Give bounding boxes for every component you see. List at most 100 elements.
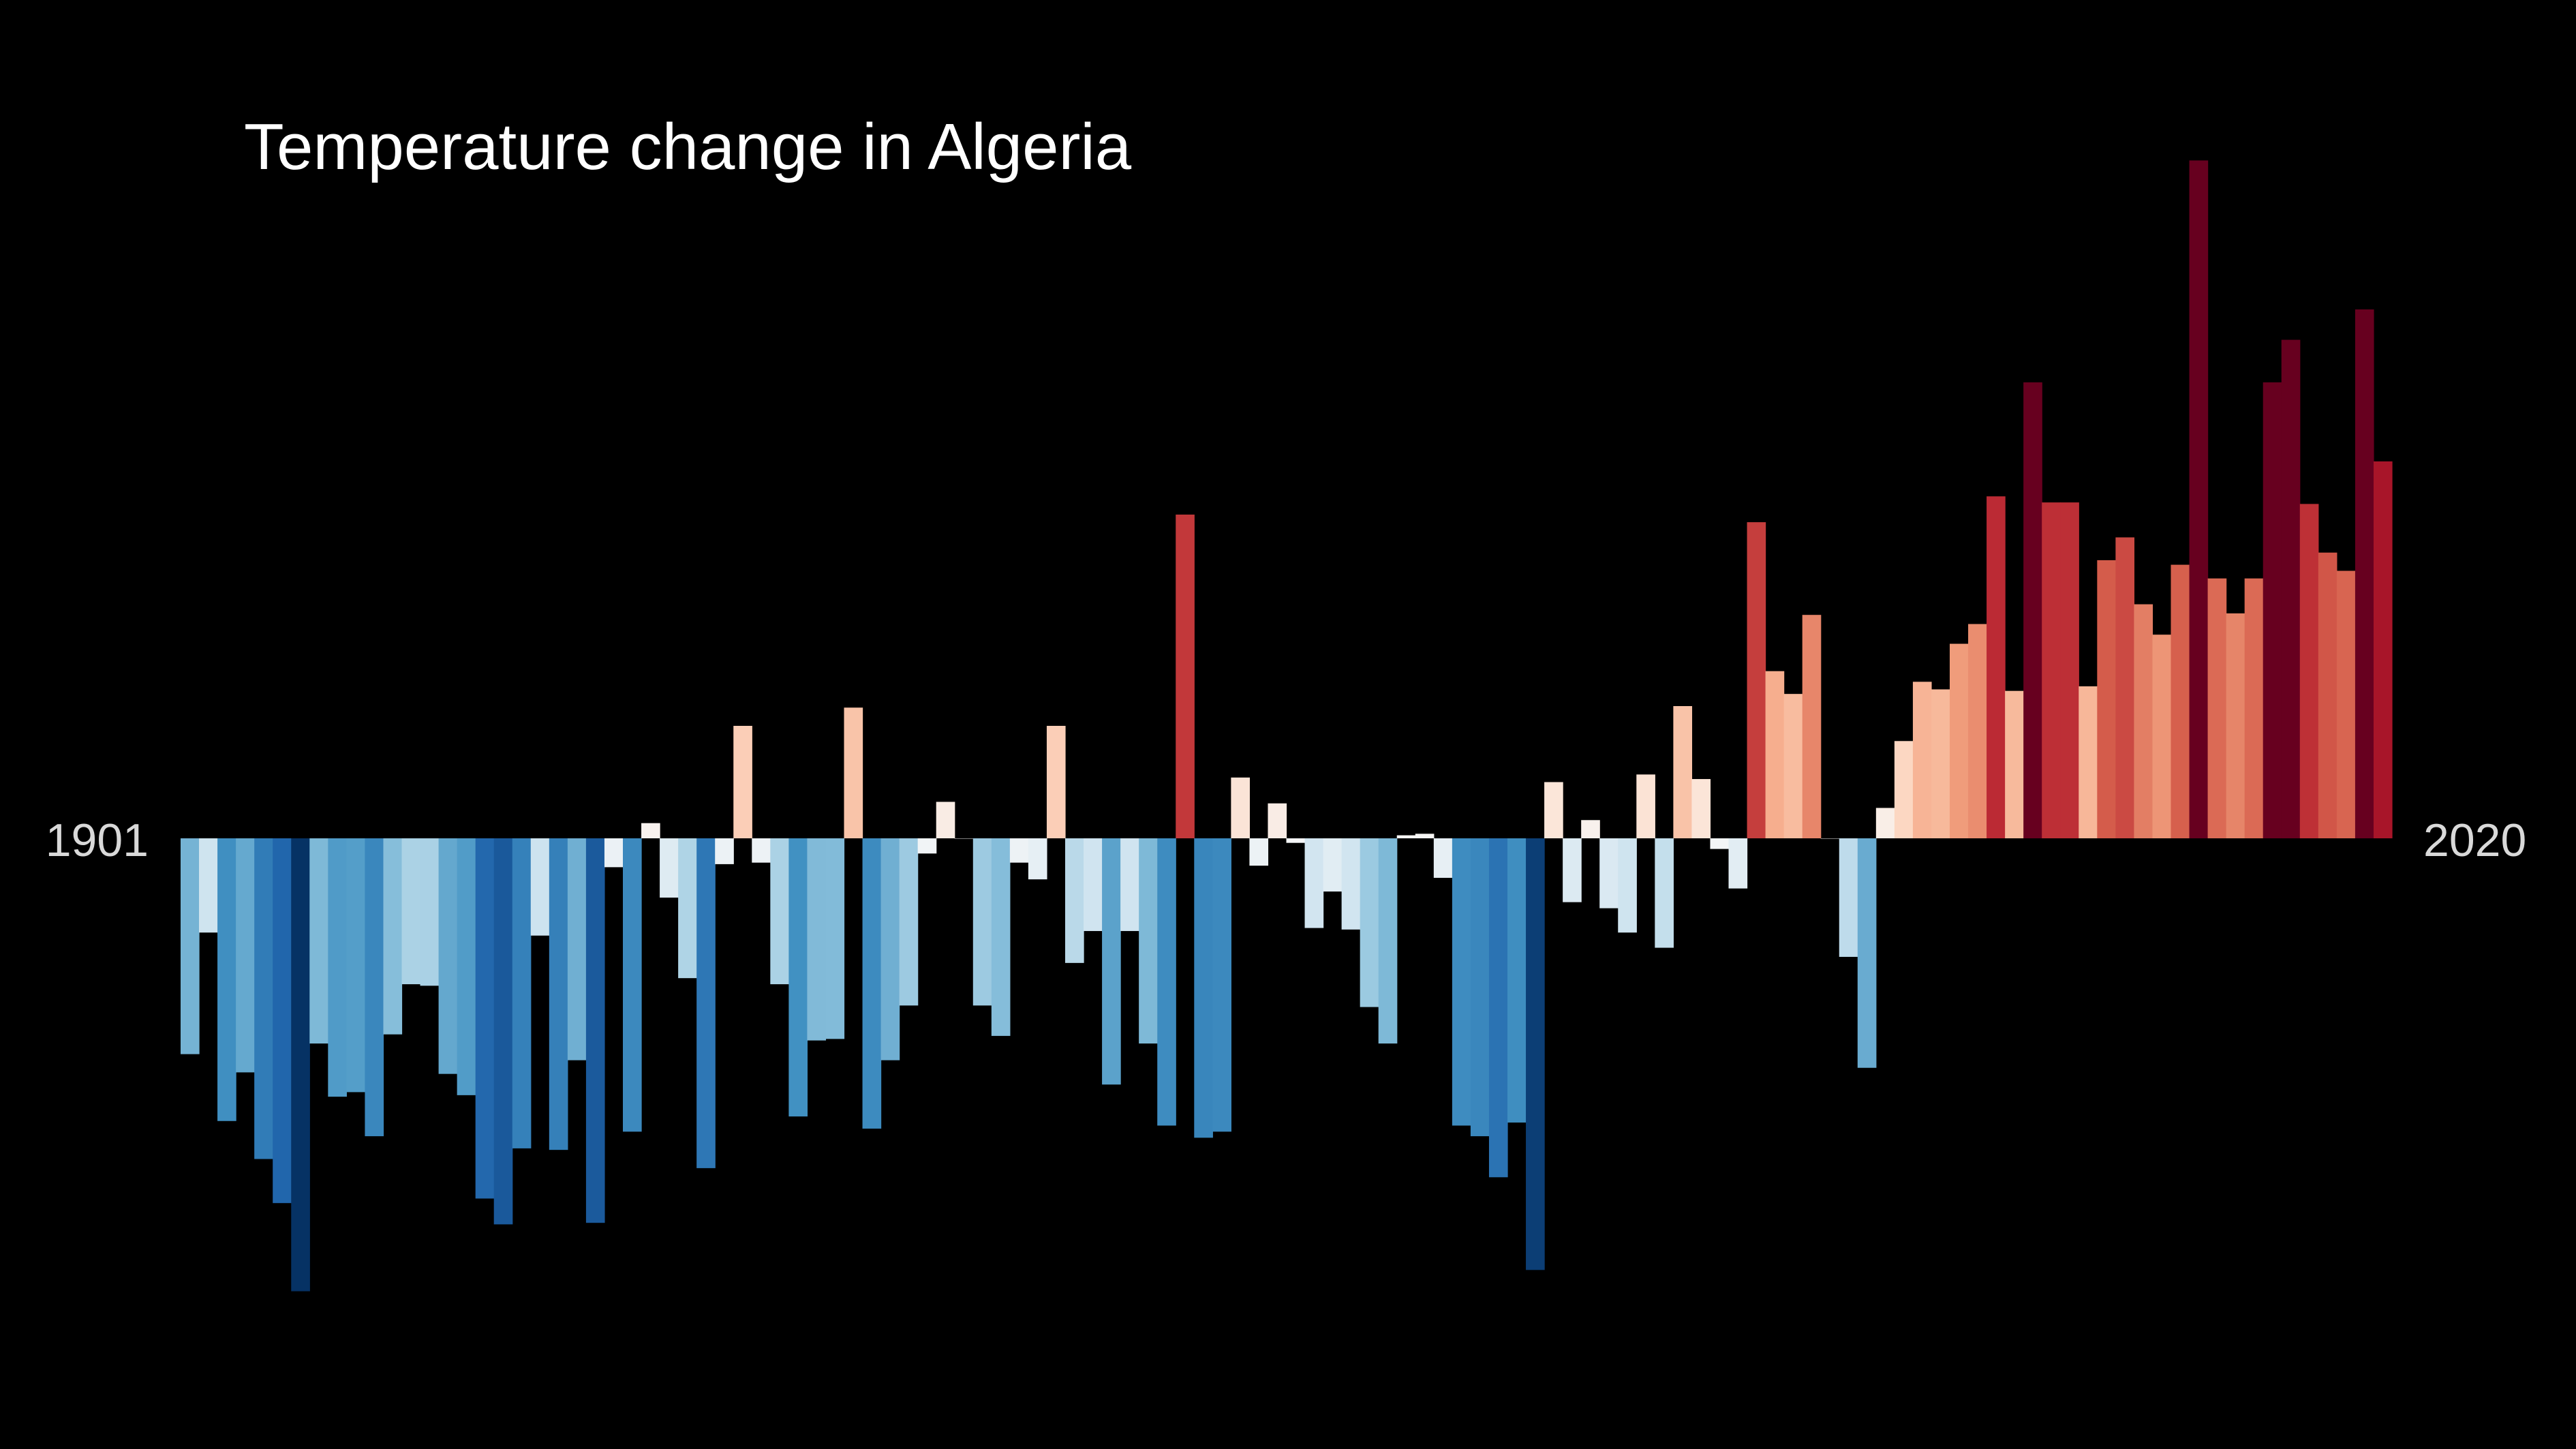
bar-1962 — [1304, 838, 1324, 928]
bar-1924 — [604, 838, 624, 868]
bar-1905 — [254, 838, 273, 1159]
bar-1992 — [1857, 838, 1877, 1068]
bar-1915 — [438, 838, 458, 1074]
bar-1984 — [1710, 838, 1730, 849]
bar-1970 — [1452, 838, 1471, 1126]
bar-1987 — [1765, 671, 1785, 838]
bar-1949 — [1065, 838, 1084, 963]
bar-2000 — [2005, 690, 2024, 838]
bar-1956 — [1194, 838, 1213, 1138]
bar-1968 — [1415, 834, 1435, 838]
bar-1927 — [660, 838, 679, 898]
bars-group — [181, 160, 2393, 1292]
bar-2015 — [2281, 339, 2301, 838]
bar-2008 — [2152, 635, 2172, 838]
bar-2017 — [2318, 552, 2337, 838]
bar-1967 — [1396, 835, 1416, 838]
bar-2004 — [2079, 686, 2098, 838]
bar-1931 — [733, 725, 752, 838]
bar-1978 — [1599, 838, 1619, 909]
bar-1974 — [1526, 838, 1545, 1270]
bar-1910 — [346, 838, 366, 1093]
bar-2005 — [2097, 560, 2116, 838]
bar-1923 — [585, 838, 605, 1223]
bar-1918 — [493, 838, 513, 1225]
bar-1925 — [623, 838, 642, 1132]
bar-2011 — [2207, 578, 2227, 838]
bar-1920 — [530, 838, 550, 936]
bar-2016 — [2299, 504, 2319, 838]
bar-1908 — [309, 838, 328, 1044]
bar-1948 — [1046, 725, 1066, 838]
bar-1945 — [991, 838, 1011, 1036]
bar-1901 — [181, 838, 200, 1054]
bar-1922 — [567, 838, 587, 1061]
bar-1911 — [365, 838, 384, 1137]
bar-1996 — [1931, 689, 1950, 838]
bar-1904 — [236, 838, 255, 1073]
bar-2018 — [2336, 570, 2356, 838]
bar-1969 — [1433, 838, 1453, 878]
bar-1997 — [1950, 643, 1969, 838]
bar-1934 — [788, 838, 808, 1117]
bar-1957 — [1212, 838, 1231, 1132]
bar-1903 — [217, 838, 236, 1121]
bar-1946 — [1009, 838, 1029, 863]
bar-1917 — [475, 838, 495, 1199]
bar-1936 — [825, 838, 845, 1039]
bar-1998 — [1968, 624, 1987, 838]
bar-1991 — [1839, 838, 1858, 957]
bar-1919 — [512, 838, 532, 1148]
bar-1989 — [1802, 615, 1822, 838]
start-year-label: 1901 — [46, 814, 149, 866]
bar-1944 — [972, 838, 992, 1006]
bar-1966 — [1378, 838, 1398, 1044]
bar-1972 — [1488, 838, 1508, 1178]
bar-1902 — [199, 838, 218, 933]
bar-1971 — [1470, 838, 1490, 1137]
bar-1930 — [715, 838, 734, 864]
bar-1929 — [696, 838, 716, 1168]
bar-1963 — [1323, 838, 1343, 892]
bar-1985 — [1728, 838, 1748, 889]
bar-1938 — [862, 838, 882, 1129]
bar-2020 — [2373, 461, 2393, 838]
bar-2006 — [2115, 537, 2135, 838]
bar-1960 — [1268, 803, 1287, 838]
bar-1961 — [1286, 838, 1306, 843]
bar-1955 — [1176, 515, 1195, 838]
bar-1982 — [1673, 705, 1693, 838]
bar-1952 — [1120, 838, 1139, 932]
bar-1939 — [880, 838, 900, 1061]
bar-1907 — [291, 838, 310, 1292]
bar-1995 — [1912, 682, 1932, 838]
bar-1913 — [401, 838, 421, 985]
bar-1912 — [383, 838, 403, 1035]
bar-2001 — [2023, 382, 2042, 838]
bar-1950 — [1084, 838, 1103, 932]
bar-1941 — [917, 838, 937, 854]
bar-1909 — [328, 838, 347, 1097]
bar-2003 — [2060, 502, 2079, 838]
bar-1990 — [1820, 838, 1840, 839]
bar-1932 — [752, 838, 771, 863]
bar-2009 — [2171, 564, 2190, 838]
bar-2010 — [2189, 160, 2209, 839]
bar-1906 — [273, 838, 292, 1204]
bar-1933 — [770, 838, 789, 985]
bar-1921 — [549, 838, 568, 1150]
bar-1988 — [1783, 694, 1803, 838]
bar-1914 — [420, 838, 440, 986]
bar-1951 — [1102, 838, 1121, 1085]
bar-1977 — [1581, 820, 1600, 838]
bar-2012 — [2226, 613, 2245, 838]
bar-1959 — [1249, 838, 1269, 866]
bar-1937 — [844, 707, 863, 838]
bar-1979 — [1618, 838, 1637, 933]
bar-1993 — [1875, 808, 1895, 838]
bar-2019 — [2355, 309, 2374, 839]
bar-1940 — [899, 838, 919, 1006]
bar-1942 — [936, 802, 955, 838]
bar-1954 — [1157, 838, 1176, 1126]
